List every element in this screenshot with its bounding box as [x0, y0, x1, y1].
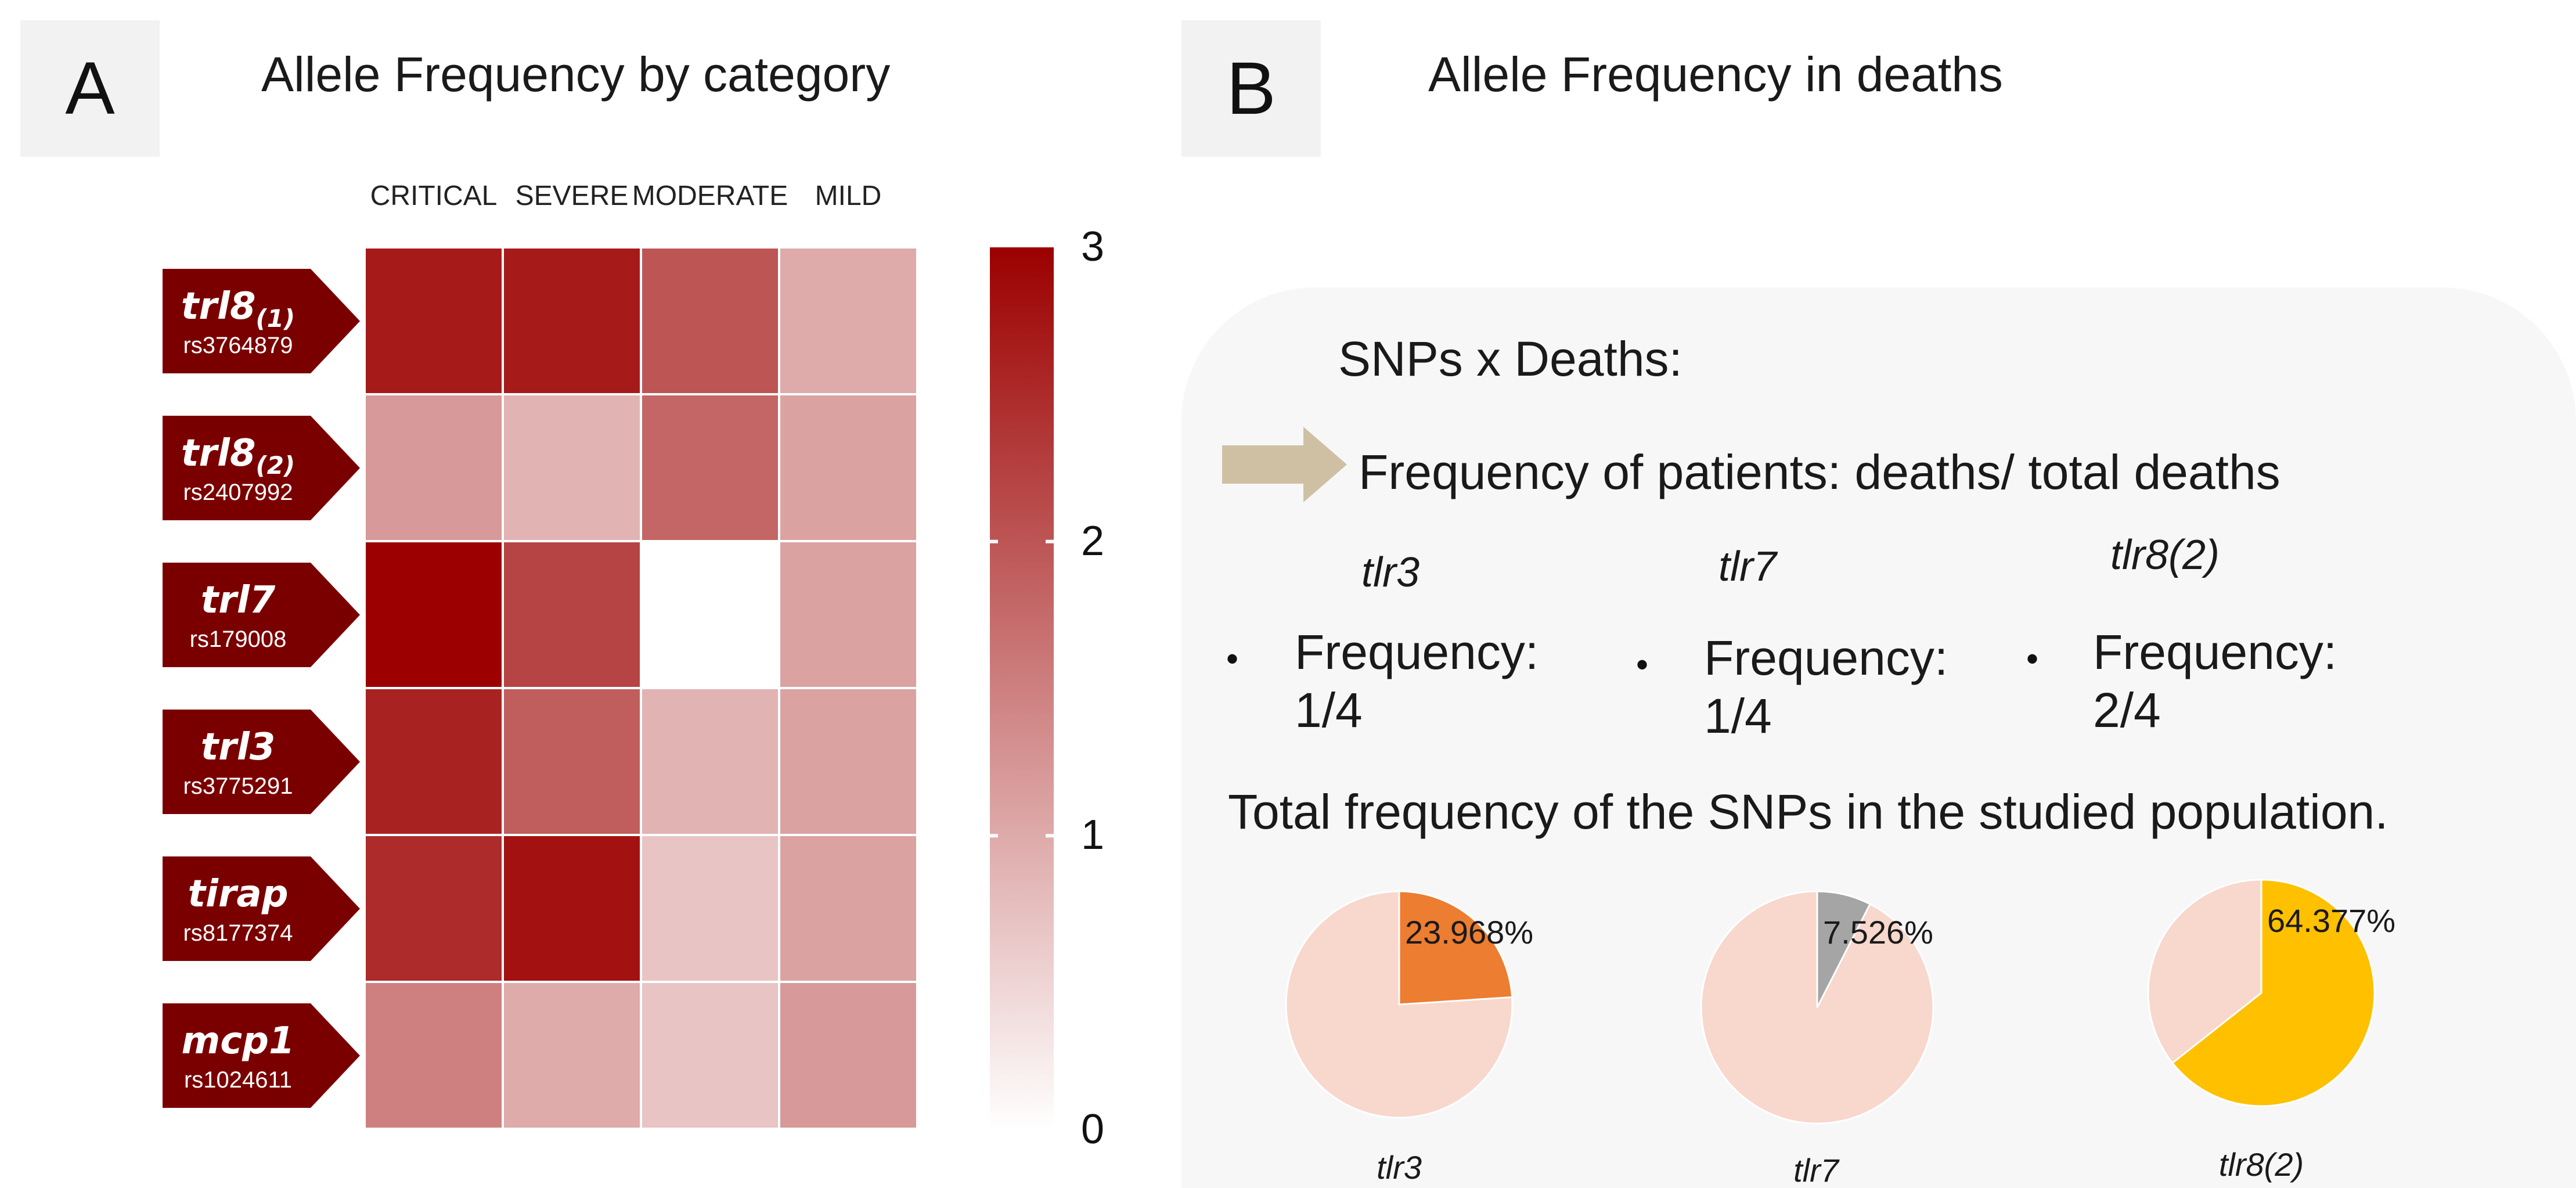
total-frequency-line: Total frequency of the SNPs in the studi…: [1228, 784, 2388, 839]
frequency-of-patients-line: Frequency of patients: deaths/ total dea…: [1359, 445, 2280, 499]
heatmap-cell-rs3775291-moderate: [640, 687, 780, 836]
panel-a-title: Allele Frequency by category: [261, 47, 891, 102]
pie-charts: 23.968% tlr3 7.526% tlr7 64.377% tlr8(2): [1285, 879, 2395, 1188]
gene-tag-name: trl3: [200, 725, 276, 769]
color-scale-gradient: [990, 247, 1054, 1130]
gene-tag-rs-id: rs3775291: [183, 773, 293, 799]
frequency-value-tlr3: 1/4: [1295, 683, 1363, 737]
frequency-value-tlr8-2: 2/4: [2093, 683, 2161, 737]
gene-tag-rs-id: rs3764879: [183, 332, 293, 358]
gene-tag-rs2407992: trl8(2) rs2407992: [163, 415, 360, 520]
gene-tag-rs1024611: mcp1 rs1024611: [163, 1003, 360, 1108]
arrow-right-icon: [1222, 427, 1347, 502]
gene-tag-rs-id: rs1024611: [183, 1067, 293, 1093]
gene-tag-arrow-shape: [163, 709, 360, 814]
gene-tag-name: trl8(1): [181, 285, 296, 333]
gene-tag-name: tirap: [188, 872, 289, 916]
heatmap-cell-rs2407992-critical: [365, 393, 504, 542]
heatmap-cell-rs1024611-mild: [778, 981, 917, 1130]
bullet-tlr8-2: •: [2026, 639, 2039, 678]
panel-b-letter: B: [1226, 47, 1276, 130]
frequency-label-tlr8-2: Frequency:: [2093, 625, 2337, 679]
column-header-critical: CRITICAL: [370, 181, 498, 211]
column-header-moderate: MODERATE: [632, 181, 788, 211]
bullet-tlr7: •: [1636, 645, 1649, 684]
heatmap-cell-rs3775291-critical: [365, 687, 504, 836]
gene-name-tlr7: tlr7: [1718, 543, 1777, 590]
frequency-value-tlr7: 1/4: [1704, 689, 1772, 743]
heatmap-cell-rs1024611-moderate: [640, 981, 780, 1130]
gene-name-tlr3: tlr3: [1361, 549, 1420, 596]
gene-tag-rs-id: rs179008: [189, 626, 287, 652]
column-header-mild: MILD: [815, 181, 882, 211]
gene-tag-rs3775291: trl3 rs3775291: [163, 709, 360, 814]
gene-tag-arrow-shape: [163, 415, 360, 520]
panel-a-label-box: A: [20, 20, 160, 157]
heatmap-cell-rs3775291-mild: [778, 687, 917, 836]
heatmap-cell-rs8177374-moderate: [640, 834, 780, 983]
gene-tag-name: trl7: [200, 578, 276, 622]
snps-heading: SNPs x Deaths:: [1338, 332, 1682, 386]
frequency-label-tlr3: Frequency:: [1295, 625, 1539, 679]
heatmap-cell-rs1024611-severe: [502, 981, 642, 1130]
color-scale-bar: [990, 247, 1054, 1130]
heatmap-cell-rs179008-moderate: [640, 540, 780, 689]
column-header-severe: SEVERE: [515, 181, 629, 211]
gene-tag-arrow-shape: [163, 562, 360, 667]
panel-b-title: Allele Frequency in deaths: [1428, 47, 2003, 102]
gene-tag-name: trl8(2): [181, 431, 296, 480]
gene-tag-rs8177374: tirap rs8177374: [163, 856, 360, 961]
gene-tag-arrow-shape: [163, 856, 360, 961]
heatmap-cell-rs179008-critical: [365, 540, 504, 689]
frequency-label-tlr7: Frequency:: [1704, 631, 1948, 685]
pie-tlr8(2)-name-label: tlr8(2): [2219, 1146, 2304, 1183]
gene-tag-rs179008: trl7 rs179008: [163, 562, 360, 667]
pie-tlr3-slice: [1398, 890, 1514, 1006]
heatmap-cell-rs3764879-severe: [502, 247, 642, 395]
heatmap-cell-rs3764879-critical: [365, 247, 504, 395]
pie-tlr7-slice: [1816, 890, 1872, 1008]
heatmap-cell-rs3764879-mild: [778, 247, 917, 395]
pie-tlr7-name-label: tlr7: [1793, 1152, 1840, 1188]
color-scale-label-1: 1: [1081, 812, 1105, 859]
pie-tlr3-name-label: tlr3: [1377, 1149, 1422, 1186]
pie-tlr3-percent-label: 23.968%: [1405, 914, 1533, 951]
heatmap-cell-rs8177374-critical: [365, 834, 504, 983]
gene-tag-arrow-shape: [163, 1003, 360, 1108]
heatmap-cell-rs179008-mild: [778, 540, 917, 689]
heatmap-chart: [365, 247, 917, 1130]
heatmap-cell-rs3775291-severe: [502, 687, 642, 836]
heatmap-cell-rs179008-severe: [502, 540, 642, 689]
pie-tlr8(2)-percent-label: 64.377%: [2267, 902, 2395, 939]
gene-tag-rs-id: rs8177374: [183, 920, 293, 946]
bullet-tlr3: •: [1226, 639, 1239, 678]
gene-tag-rs3764879: trl8(1) rs3764879: [163, 268, 360, 373]
gene-tag-name: mcp1: [181, 1019, 295, 1063]
heatmap-cell-rs8177374-severe: [502, 834, 642, 983]
pie-tlr8(2)-slice: [2171, 879, 2376, 1107]
heatmap-cell-rs1024611-critical: [365, 981, 504, 1130]
color-scale-label-2: 2: [1081, 517, 1105, 564]
gene-name-tlr8-2: tlr8(2): [2110, 532, 2220, 578]
panel-b-label-box: B: [1181, 20, 1321, 157]
heatmap-cell-rs2407992-severe: [502, 393, 642, 542]
heatmap-cell-rs2407992-moderate: [640, 393, 780, 542]
gene-tag-rs-id: rs2407992: [183, 479, 293, 505]
color-scale-label-0: 0: [1081, 1106, 1105, 1153]
color-scale-label-3: 3: [1081, 224, 1105, 270]
heatmap-cell-rs3764879-moderate: [640, 247, 780, 395]
panel-a-letter: A: [65, 47, 115, 130]
heatmap-cell-rs8177374-mild: [778, 834, 917, 983]
pie-tlr7-percent-label: 7.526%: [1823, 914, 1933, 951]
gene-tag-arrow-shape: [163, 268, 360, 373]
heatmap-cell-rs2407992-mild: [778, 393, 917, 542]
